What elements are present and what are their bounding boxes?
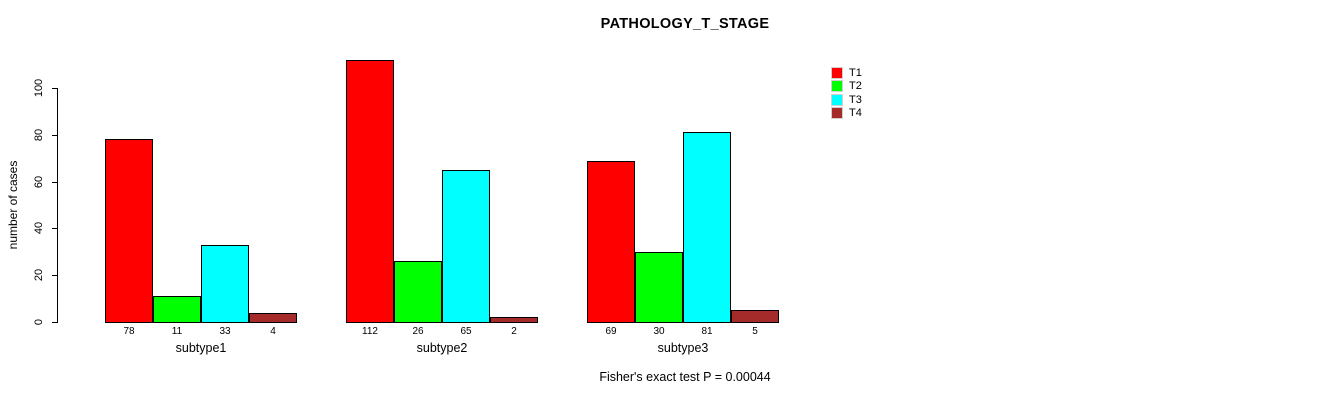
y-axis-tick-label: 0	[33, 318, 45, 326]
legend-item-T3: T3	[831, 93, 862, 107]
legend-label-T4: T4	[849, 107, 862, 120]
bar-value-subtype1-T1: 78	[123, 326, 135, 337]
bar-subtype1-T2	[153, 296, 201, 323]
bar-value-subtype1-T2: 11	[171, 326, 183, 337]
category-label-subtype1: subtype1	[175, 341, 227, 355]
bar-subtype3-T2	[635, 252, 683, 323]
bar-value-subtype3-T3: 81	[701, 326, 713, 337]
bar-value-subtype3-T2: 30	[653, 326, 665, 337]
y-axis-tick	[52, 228, 57, 229]
legend-label-T2: T2	[849, 80, 862, 93]
bar-value-subtype2-T1: 112	[362, 326, 378, 337]
legend-swatch-T3	[831, 93, 843, 106]
y-axis-label: number of cases	[6, 160, 20, 250]
bar-value-subtype3-T1: 69	[605, 326, 617, 337]
bar-subtype2-T1	[346, 60, 394, 323]
category-label-subtype3: subtype3	[657, 341, 709, 355]
y-axis-tick-label: 60	[33, 175, 45, 189]
bar-subtype3-T4	[731, 310, 779, 323]
legend: T1 T2 T3 T4	[831, 66, 862, 120]
legend-item-T4: T4	[831, 107, 862, 121]
y-axis-tick	[52, 182, 57, 183]
y-axis-tick-label: 40	[33, 221, 45, 235]
legend-swatch-T1	[831, 66, 843, 79]
bar-subtype3-T1	[587, 161, 635, 323]
legend-swatch-T4	[831, 107, 843, 120]
legend-swatch-T2	[831, 80, 843, 93]
bar-value-subtype2-T4: 2	[511, 326, 517, 337]
annotation-text: Fisher's exact test P = 0.00044	[599, 370, 771, 384]
bar-subtype1-T1	[105, 139, 153, 323]
y-axis-tick	[52, 275, 57, 276]
y-axis-tick-label: 20	[33, 268, 45, 282]
bar-value-subtype2-T2: 26	[412, 326, 424, 337]
bar-value-subtype1-T3: 33	[219, 326, 231, 337]
legend-label-T1: T1	[849, 66, 862, 79]
bar-subtype3-T3	[683, 132, 731, 323]
bar-subtype2-T3	[442, 170, 490, 323]
y-axis-line	[57, 88, 58, 323]
bar-value-subtype1-T4: 4	[270, 326, 276, 337]
bar-value-subtype2-T3: 65	[460, 326, 472, 337]
chart-title: PATHOLOGY_T_STAGE	[600, 16, 770, 32]
y-axis-tick	[52, 88, 57, 89]
bar-subtype2-T2	[394, 261, 442, 323]
y-axis-tick-label: 80	[33, 128, 45, 142]
bar-subtype1-T4	[249, 313, 297, 323]
bar-value-subtype3-T4: 5	[752, 326, 758, 337]
legend-item-T1: T1	[831, 66, 862, 80]
y-axis-tick-label: 100	[33, 78, 45, 98]
legend-item-T2: T2	[831, 80, 862, 94]
bar-subtype1-T3	[201, 245, 249, 323]
bar-subtype2-T4	[490, 317, 538, 323]
category-label-subtype2: subtype2	[416, 341, 468, 355]
y-axis-tick	[52, 135, 57, 136]
y-axis-tick	[52, 322, 57, 323]
legend-label-T3: T3	[849, 93, 862, 106]
